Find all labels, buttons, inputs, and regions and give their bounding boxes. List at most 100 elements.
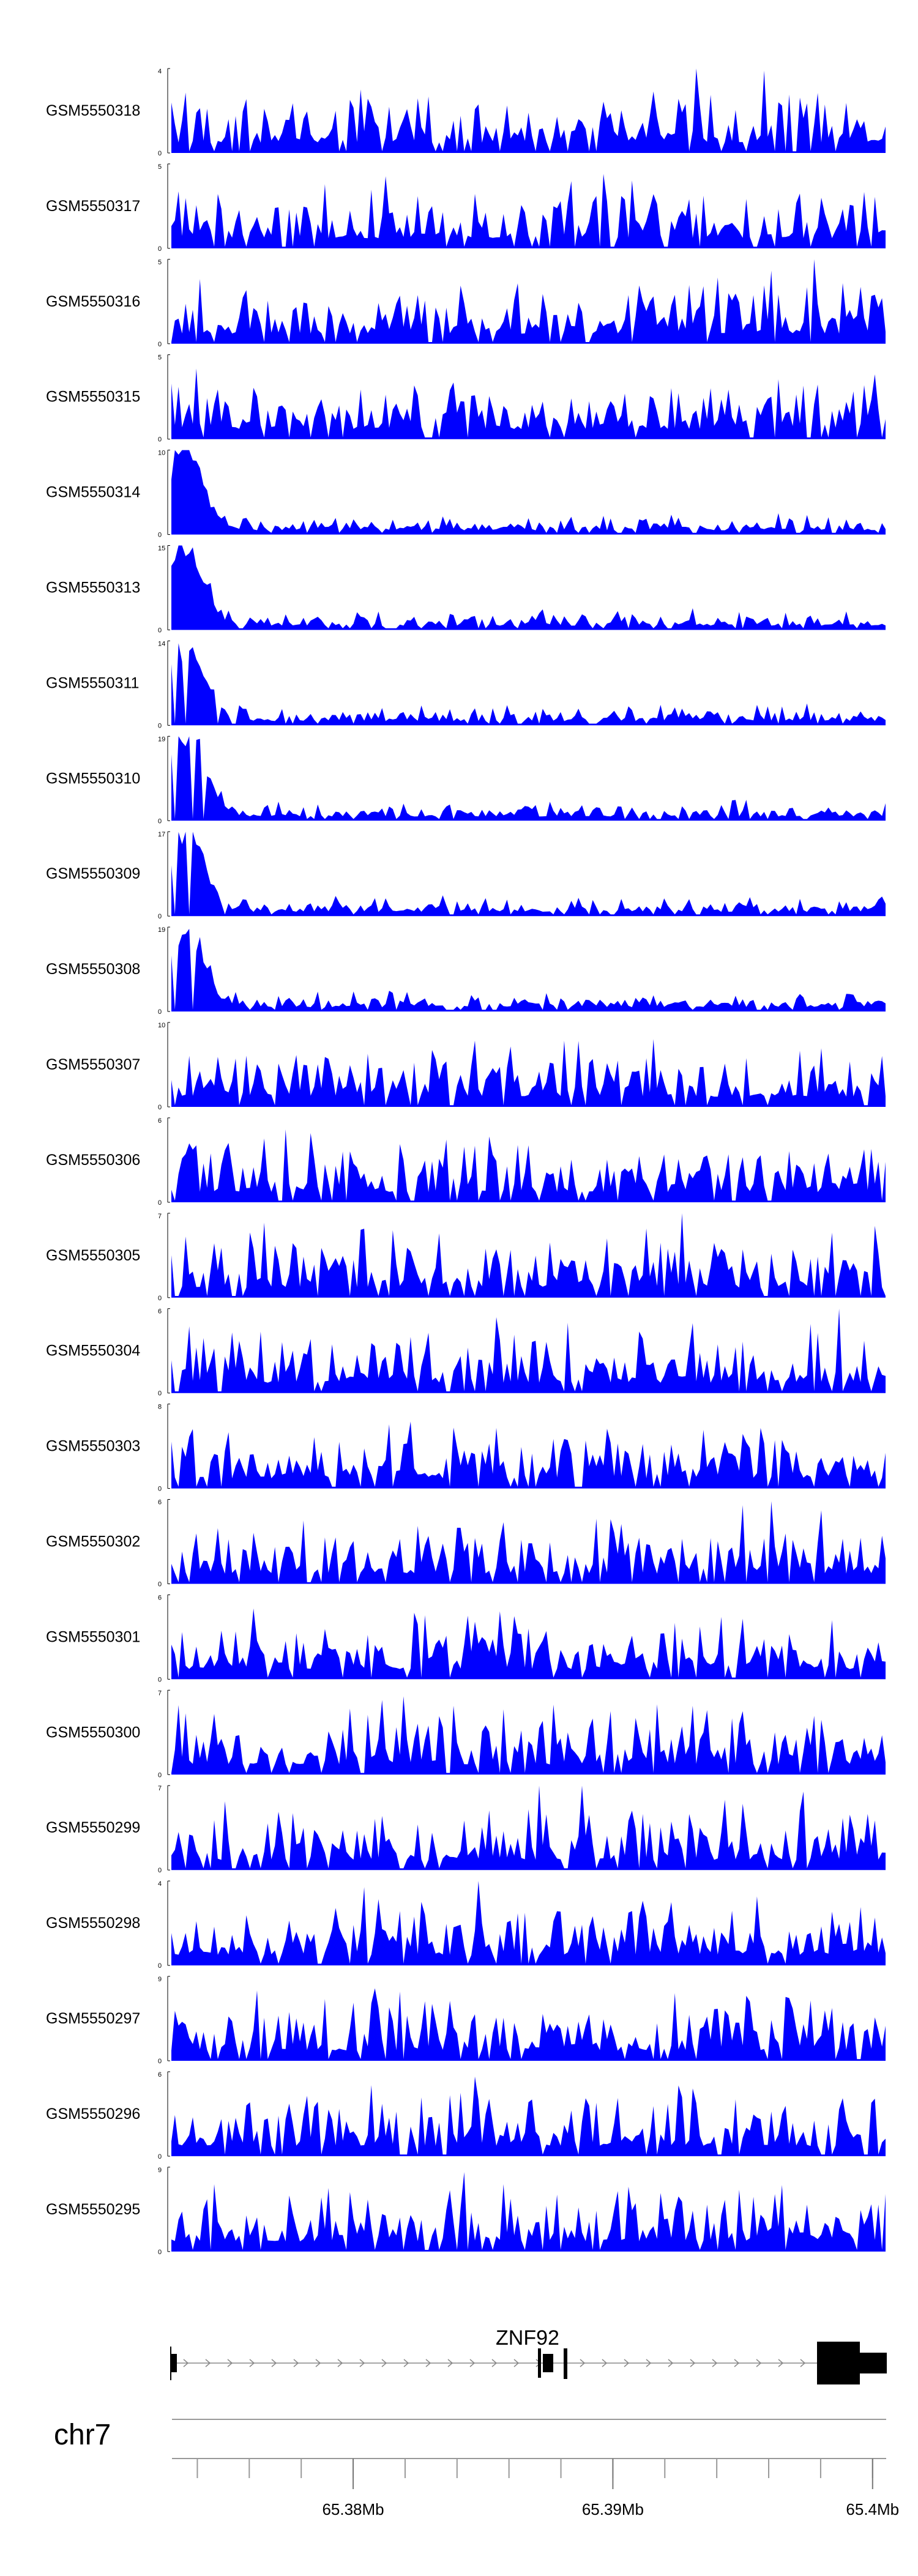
y-min-label: 0: [158, 245, 162, 253]
y-max-label: 5: [158, 354, 162, 362]
coverage-area: [171, 69, 886, 153]
track-GSM5550300: GSM5550300 7 0: [46, 1689, 886, 1779]
coverage-area: [171, 2076, 886, 2156]
y-max-label: 10: [158, 1022, 165, 1029]
strand-arrow: [712, 2359, 718, 2367]
y-max-label: 7: [158, 1213, 162, 1220]
y-min-label: 0: [158, 1104, 162, 1111]
track-GSM5550310: GSM5550310 19 0: [46, 735, 886, 825]
axis-tick-label: 65.39Mb: [582, 2500, 644, 2518]
coverage-area: [171, 1421, 886, 1489]
y-min-label: 0: [158, 436, 162, 444]
y-min-label: 0: [158, 150, 162, 157]
coverage-area: [171, 1785, 886, 1871]
y-min-label: 0: [158, 2058, 162, 2065]
y-max-label: 19: [158, 735, 165, 743]
strand-arrow: [447, 2359, 453, 2367]
coverage-area: [171, 259, 886, 344]
y-min-label: 0: [158, 1390, 162, 1398]
coverage-area: [171, 1129, 886, 1202]
track-label: GSM5550306: [46, 1152, 140, 1169]
track-GSM5550318: GSM5550318 4 0: [46, 68, 886, 157]
strand-arrow: [491, 2359, 498, 2367]
strand-arrow: [778, 2359, 784, 2367]
coverage-area: [171, 1696, 886, 1775]
y-max-label: 19: [158, 926, 165, 934]
y-min-label: 0: [158, 2249, 162, 2256]
y-max-label: 6: [158, 2071, 162, 2079]
track-label: GSM5550314: [46, 484, 140, 501]
track-label: GSM5550299: [46, 1819, 140, 1836]
strand-arrow: [293, 2359, 299, 2367]
coverage-area: [171, 368, 886, 439]
strand-arrow: [580, 2359, 586, 2367]
track-label: GSM5550311: [46, 674, 139, 691]
strand-arrow: [513, 2359, 520, 2367]
track-GSM5550315: GSM5550315 5 0: [46, 354, 886, 444]
y-max-label: 14: [158, 640, 165, 647]
coverage-area: [171, 1501, 886, 1584]
track-label: GSM5550300: [46, 1724, 140, 1741]
track-label: GSM5550307: [46, 1056, 140, 1073]
track-GSM5550305: GSM5550305 7 0: [46, 1213, 886, 1302]
coverage-area: [171, 929, 886, 1012]
y-max-label: 9: [158, 1976, 162, 1983]
coverage-area: [171, 1608, 886, 1680]
strand-arrow: [315, 2359, 321, 2367]
y-max-label: 8: [158, 1404, 162, 1411]
chromosome-label: chr7: [54, 2419, 111, 2451]
track-label: GSM5550309: [46, 865, 140, 882]
strand-arrow: [602, 2359, 608, 2367]
coverage-area: [171, 1881, 886, 1966]
track-GSM5550311: GSM5550311 14 0: [46, 640, 886, 729]
y-max-label: 5: [158, 259, 162, 266]
track-label: GSM5550297: [46, 2010, 140, 2027]
coverage-area: [171, 832, 886, 917]
y-min-label: 0: [158, 1867, 162, 1874]
strand-arrow: [271, 2359, 277, 2367]
track-label: GSM5550318: [46, 102, 140, 119]
strand-arrow: [646, 2359, 652, 2367]
y-min-label: 0: [158, 627, 162, 635]
track-label: GSM5550298: [46, 1915, 140, 1932]
track-label: GSM5550296: [46, 2105, 140, 2123]
track-GSM5550316: GSM5550316 5 0: [46, 259, 886, 348]
strand-arrow: [690, 2359, 696, 2367]
coverage-area: [171, 2172, 886, 2252]
coverage-area: [171, 1213, 886, 1298]
y-min-label: 0: [158, 1676, 162, 1683]
track-label: GSM5550295: [46, 2201, 140, 2218]
strand-arrow: [249, 2359, 255, 2367]
strand-arrow: [359, 2359, 365, 2367]
y-max-label: 5: [158, 163, 162, 171]
track-GSM5550301: GSM5550301 6 0: [46, 1594, 886, 1683]
coverage-tracks: GSM555031840GSM555031750GSM555031650GSM5…: [46, 68, 886, 2256]
track-label: GSM5550301: [46, 1628, 140, 1645]
y-min-label: 0: [158, 913, 162, 920]
track-GSM5550299: GSM5550299 7 0: [46, 1785, 886, 1874]
y-max-label: 6: [158, 1499, 162, 1506]
track-GSM5550296: GSM5550296 6 0: [46, 2071, 886, 2161]
coverage-area: [171, 736, 886, 821]
y-min-label: 0: [158, 1771, 162, 1779]
strand-arrow: [337, 2359, 343, 2367]
strand-arrow: [425, 2359, 431, 2367]
track-GSM5550302: GSM5550302 6 0: [46, 1499, 886, 1588]
coverage-area: [171, 174, 886, 248]
coverage-area: [171, 450, 886, 535]
y-max-label: 7: [158, 1785, 162, 1792]
y-max-label: 10: [158, 450, 165, 457]
strand-arrow: [469, 2359, 476, 2367]
strand-arrow: [183, 2359, 189, 2367]
axis-tick-label: 65.38Mb: [322, 2500, 384, 2518]
track-GSM5550313: GSM5550313 15 0: [46, 545, 886, 635]
strand-arrow: [227, 2359, 233, 2367]
track-GSM5550295: GSM5550295 9 0: [46, 2167, 886, 2256]
track-GSM5550307: GSM5550307 10 0: [46, 1022, 886, 1111]
strand-arrow: [734, 2359, 740, 2367]
coverage-area: [171, 643, 886, 726]
y-min-label: 0: [158, 722, 162, 729]
coverage-area: [171, 1039, 886, 1107]
track-label: GSM5550304: [46, 1342, 140, 1360]
chromosome-axis: chr7 65.38Mb 65.39Mb 65.4Mb: [54, 2419, 899, 2518]
